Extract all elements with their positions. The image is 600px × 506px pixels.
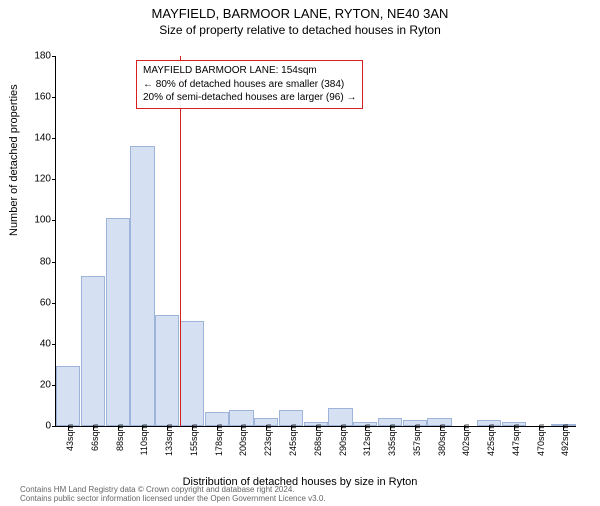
chart-title: MAYFIELD, BARMOOR LANE, RYTON, NE40 3AN xyxy=(0,6,600,21)
xtick-label: 200sqm xyxy=(238,424,248,456)
chart-subtitle: Size of property relative to detached ho… xyxy=(0,23,600,37)
xtick-label: 268sqm xyxy=(313,424,323,456)
xtick-label: 447sqm xyxy=(511,424,521,456)
ytick-label: 100 xyxy=(21,215,51,226)
ytick-mark xyxy=(52,344,56,345)
footer-attribution: Contains HM Land Registry data © Crown c… xyxy=(20,485,580,504)
ytick-label: 140 xyxy=(21,133,51,144)
annotation-line: ← 80% of detached houses are smaller (38… xyxy=(143,78,356,92)
xtick-label: 110sqm xyxy=(139,424,149,455)
xtick-label: 223sqm xyxy=(263,424,273,456)
xtick-label: 290sqm xyxy=(338,424,348,456)
histogram-bar xyxy=(155,315,179,426)
xtick-label: 425sqm xyxy=(486,424,496,456)
footer-line-2: Contains public sector information licen… xyxy=(20,494,580,504)
ytick-label: 160 xyxy=(21,92,51,103)
ytick-mark xyxy=(52,262,56,263)
xtick-label: 178sqm xyxy=(214,424,224,456)
xtick-label: 245sqm xyxy=(288,424,298,456)
ytick-mark xyxy=(52,426,56,427)
annotation-line: 20% of semi-detached houses are larger (… xyxy=(143,91,356,105)
ytick-label: 20 xyxy=(21,379,51,390)
xtick-label: 312sqm xyxy=(362,424,372,456)
histogram-bar xyxy=(56,366,80,426)
ytick-mark xyxy=(52,97,56,98)
plot-region: 02040608010012014016018043sqm66sqm88sqm1… xyxy=(55,56,576,427)
annotation-box: MAYFIELD BARMOOR LANE: 154sqm← 80% of de… xyxy=(136,60,363,109)
ytick-mark xyxy=(52,56,56,57)
histogram-bar xyxy=(106,218,130,426)
ytick-mark xyxy=(52,303,56,304)
xtick-label: 470sqm xyxy=(536,424,546,456)
xtick-label: 43sqm xyxy=(65,424,75,451)
ytick-mark xyxy=(52,179,56,180)
xtick-label: 492sqm xyxy=(560,424,570,456)
ytick-label: 0 xyxy=(21,421,51,432)
footer-line-1: Contains HM Land Registry data © Crown c… xyxy=(20,485,580,495)
histogram-bar xyxy=(180,321,204,426)
ytick-label: 120 xyxy=(21,174,51,185)
ytick-label: 80 xyxy=(21,256,51,267)
xtick-label: 155sqm xyxy=(189,424,199,456)
histogram-bar xyxy=(81,276,105,426)
xtick-label: 357sqm xyxy=(412,424,422,456)
annotation-line: MAYFIELD BARMOOR LANE: 154sqm xyxy=(143,64,356,78)
xtick-label: 380sqm xyxy=(437,424,447,456)
y-axis-label: Number of detached properties xyxy=(8,84,20,236)
ytick-label: 60 xyxy=(21,297,51,308)
ytick-label: 40 xyxy=(21,338,51,349)
xtick-label: 133sqm xyxy=(164,424,174,456)
xtick-label: 66sqm xyxy=(90,424,100,451)
ytick-label: 180 xyxy=(21,51,51,62)
xtick-label: 402sqm xyxy=(461,424,471,456)
histogram-bar xyxy=(130,146,154,426)
ytick-mark xyxy=(52,138,56,139)
chart-area: 02040608010012014016018043sqm66sqm88sqm1… xyxy=(55,56,575,426)
xtick-label: 335sqm xyxy=(387,424,397,456)
ytick-mark xyxy=(52,220,56,221)
xtick-label: 88sqm xyxy=(115,424,125,451)
reference-line xyxy=(180,56,181,426)
